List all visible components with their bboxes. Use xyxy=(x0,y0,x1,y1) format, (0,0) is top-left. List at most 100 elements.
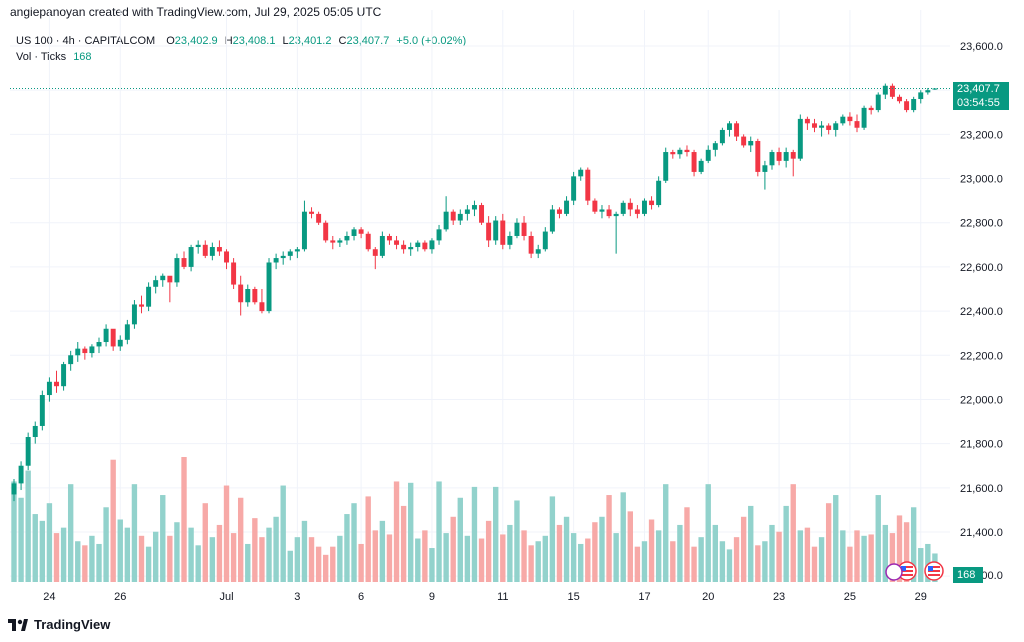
candle-body xyxy=(330,240,336,243)
candle-body xyxy=(365,233,371,250)
candle-body xyxy=(897,96,902,102)
volume-bar xyxy=(740,516,747,582)
candle-body xyxy=(174,258,180,283)
volume-bar xyxy=(152,531,159,582)
candle-body xyxy=(705,149,711,161)
candle-body xyxy=(351,229,357,236)
us-flag-icon[interactable] xyxy=(924,561,944,581)
candle-body xyxy=(54,381,59,387)
volume-bar xyxy=(195,545,201,582)
volume-bar xyxy=(188,527,194,582)
candle-body xyxy=(762,165,768,172)
high-value: 23,408.1 xyxy=(232,35,276,47)
volume-bar xyxy=(903,522,910,582)
volume-bar xyxy=(89,535,95,582)
candle-body xyxy=(571,176,577,201)
candle-body xyxy=(889,85,895,97)
volume-bar xyxy=(301,520,308,582)
candle-body xyxy=(812,123,817,128)
candle-body xyxy=(25,437,31,466)
candle-body xyxy=(556,209,562,214)
volume-bar xyxy=(337,535,343,582)
volume-bar xyxy=(117,519,123,582)
volume-bar xyxy=(32,514,38,582)
tradingview-footer[interactable]: TradingView xyxy=(8,617,110,632)
volume-bar xyxy=(521,530,527,582)
volume-bar xyxy=(670,541,676,582)
candle-body xyxy=(316,213,322,223)
volume-bar xyxy=(818,537,825,582)
volume-bar xyxy=(868,534,874,582)
volume-bar xyxy=(294,537,301,582)
volume-bar xyxy=(11,481,17,582)
y-tick-label: 22,400.0 xyxy=(960,306,1003,318)
volume-bar xyxy=(245,543,251,582)
candle-body xyxy=(925,90,931,93)
y-tick-label: 22,600.0 xyxy=(960,262,1003,274)
candle-body xyxy=(592,200,598,212)
volume-bar xyxy=(315,546,322,582)
candle-body xyxy=(549,209,555,232)
volume-bar xyxy=(705,484,711,582)
candle-body xyxy=(840,116,846,124)
candle-body xyxy=(401,244,407,250)
candle-body xyxy=(783,152,789,161)
y-tick-label: 22,200.0 xyxy=(960,350,1003,362)
volume-bar xyxy=(53,533,60,582)
candle-body xyxy=(875,94,881,111)
candle-body xyxy=(216,247,222,252)
candle-body xyxy=(613,213,619,217)
candle-body xyxy=(280,255,286,259)
candle-body xyxy=(450,211,456,221)
volume-bar xyxy=(825,503,832,582)
volume-bar xyxy=(436,481,442,582)
candle-body xyxy=(656,180,662,206)
candle-body xyxy=(11,483,17,495)
candle-body xyxy=(719,129,725,144)
volume-bar xyxy=(663,484,669,582)
price-axis[interactable]: 23,600.023,400.023,200.023,000.022,800.0… xyxy=(960,41,1003,582)
volume-bar xyxy=(358,543,364,582)
volume-bar xyxy=(726,549,733,582)
volume-bar xyxy=(145,546,152,582)
volume-bar xyxy=(46,503,53,582)
candle-body xyxy=(578,169,584,177)
x-tick-label: Jul xyxy=(219,591,233,603)
y-tick-label: 23,200.0 xyxy=(960,129,1003,141)
volume-bar xyxy=(138,535,145,582)
volume-bar xyxy=(422,530,428,582)
volume-bar xyxy=(712,524,719,582)
candle-body xyxy=(634,209,640,214)
candle-body xyxy=(698,160,704,172)
x-tick-label: 24 xyxy=(43,591,55,603)
candle-body xyxy=(826,125,832,130)
time-axis[interactable]: 24 26 Jul 3 6 9 11 15 17 20 23 25 29 xyxy=(43,591,927,603)
candle-body xyxy=(386,235,392,241)
candle-body xyxy=(344,235,350,241)
event-marker-icon[interactable] xyxy=(885,563,903,581)
candle-body xyxy=(188,247,194,267)
volume-bar xyxy=(719,541,726,582)
candle-body xyxy=(847,116,853,122)
volume-bar xyxy=(393,481,400,582)
candle-body xyxy=(68,355,74,365)
close-label: C xyxy=(338,35,347,47)
volume-bar xyxy=(783,505,789,582)
volume-bar xyxy=(443,533,449,582)
volume-bar xyxy=(528,545,534,582)
candle-body xyxy=(181,258,187,267)
volume-label[interactable]: Vol · Ticks xyxy=(16,51,67,63)
candle-body xyxy=(882,85,888,95)
volume-bar xyxy=(18,497,24,582)
candle-body xyxy=(493,220,499,241)
x-tick-label: 9 xyxy=(429,591,435,603)
candle-body xyxy=(117,339,123,347)
change-value: +5.0 (+0.02%) xyxy=(396,35,467,47)
candle-body xyxy=(521,222,527,236)
volume-bar xyxy=(606,495,612,582)
y-tick-label: 21,600.0 xyxy=(960,483,1003,495)
volume-bar xyxy=(776,531,782,582)
volume-bar xyxy=(82,545,88,582)
volume-bar xyxy=(889,533,896,582)
